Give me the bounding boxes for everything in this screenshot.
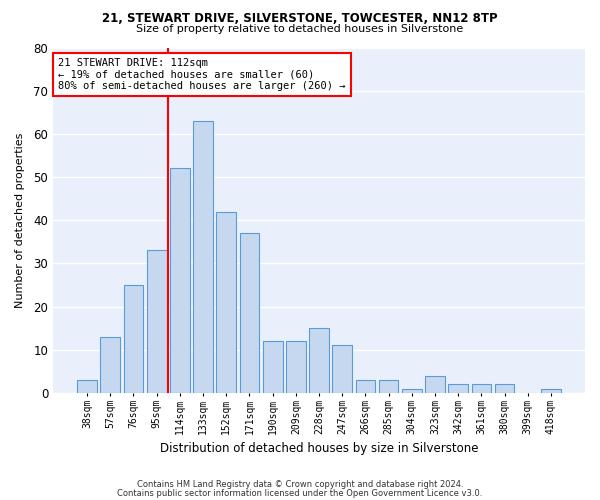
Bar	[263, 341, 283, 393]
Bar	[448, 384, 468, 393]
Bar	[356, 380, 375, 393]
Bar	[193, 121, 213, 393]
Text: 21, STEWART DRIVE, SILVERSTONE, TOWCESTER, NN12 8TP: 21, STEWART DRIVE, SILVERSTONE, TOWCESTE…	[102, 12, 498, 26]
Bar	[100, 336, 120, 393]
Bar	[217, 212, 236, 393]
Bar	[379, 380, 398, 393]
Bar	[124, 285, 143, 393]
Bar	[425, 376, 445, 393]
Bar	[495, 384, 514, 393]
Text: Size of property relative to detached houses in Silverstone: Size of property relative to detached ho…	[136, 24, 464, 34]
Text: Contains public sector information licensed under the Open Government Licence v3: Contains public sector information licen…	[118, 488, 482, 498]
Bar	[239, 233, 259, 393]
Bar	[147, 250, 167, 393]
Y-axis label: Number of detached properties: Number of detached properties	[15, 132, 25, 308]
Bar	[77, 380, 97, 393]
Text: Contains HM Land Registry data © Crown copyright and database right 2024.: Contains HM Land Registry data © Crown c…	[137, 480, 463, 489]
Bar	[170, 168, 190, 393]
Bar	[472, 384, 491, 393]
Bar	[541, 388, 561, 393]
Bar	[332, 346, 352, 393]
Bar	[286, 341, 305, 393]
Bar	[309, 328, 329, 393]
X-axis label: Distribution of detached houses by size in Silverstone: Distribution of detached houses by size …	[160, 442, 478, 455]
Text: 21 STEWART DRIVE: 112sqm
← 19% of detached houses are smaller (60)
80% of semi-d: 21 STEWART DRIVE: 112sqm ← 19% of detach…	[58, 58, 346, 91]
Bar	[402, 388, 422, 393]
